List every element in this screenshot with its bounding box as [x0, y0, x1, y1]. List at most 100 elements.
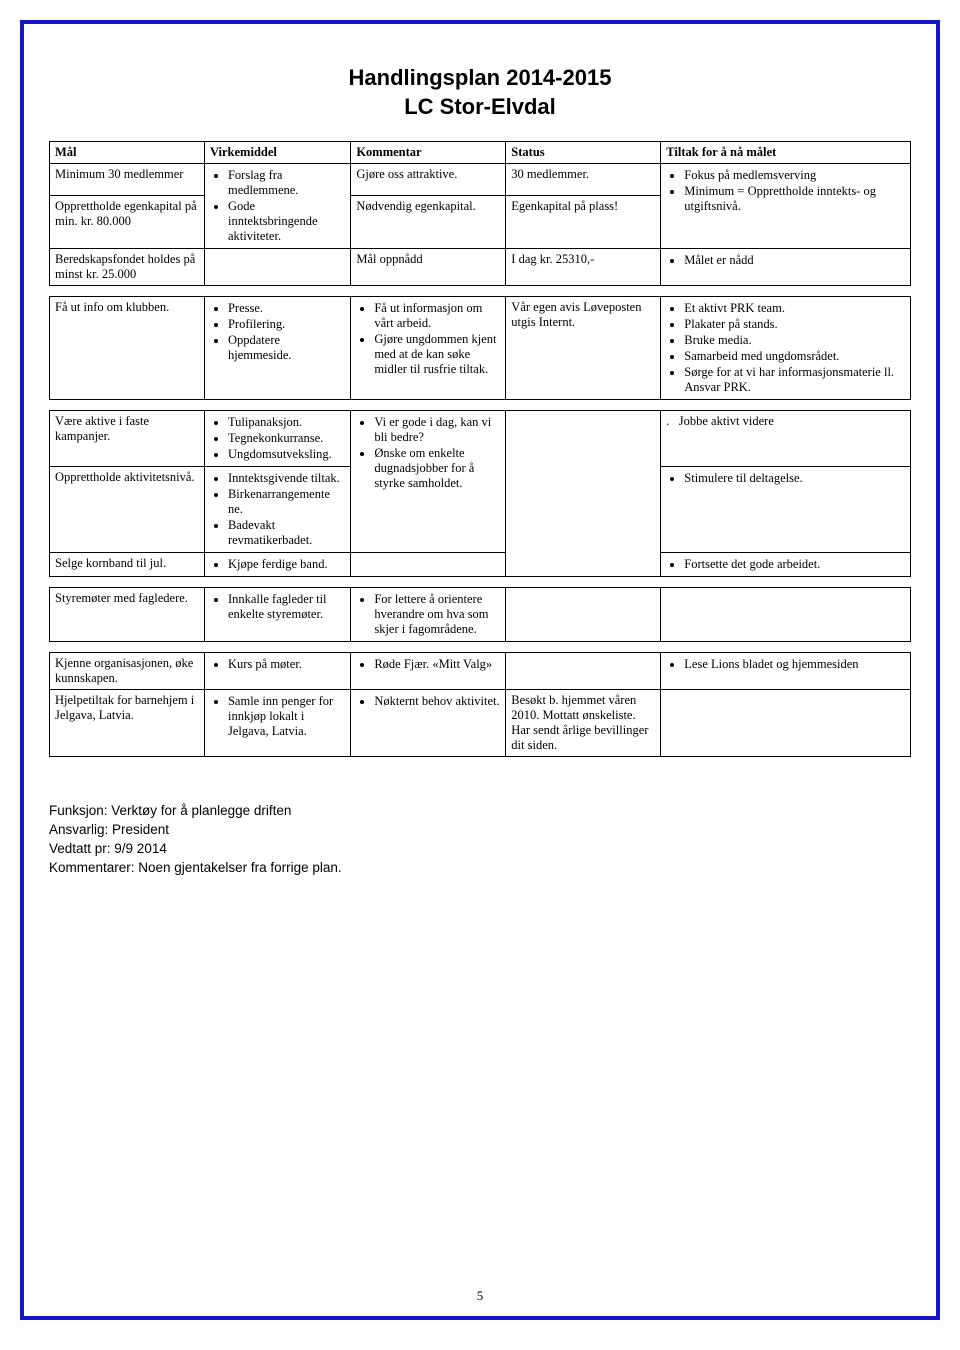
cell-virk: Kjøpe ferdige band.: [204, 553, 350, 577]
cell-mal: Opprettholde aktivitetsnivå.: [50, 467, 205, 553]
cell-virk: Samle inn penger for innkjøp lokalt i Je…: [204, 690, 350, 757]
cell-stat: Egenkapital på plass!: [506, 195, 661, 248]
list-item: Badevakt revmatikerbadet.: [228, 518, 345, 548]
cell-virk: Forslag fra medlemmene. Gode inntektsbri…: [204, 164, 350, 249]
cell-virk: Kurs på møter.: [204, 653, 350, 690]
cell-stat: Besøkt b. hjemmet våren 2010. Mottatt øn…: [506, 690, 661, 757]
table-row: Beredskapsfondet holdes på minst kr. 25.…: [50, 249, 911, 286]
cell-stat: [506, 588, 661, 642]
cell-tilt: Fortsette det gode arbeidet.: [661, 553, 911, 577]
cell-virk: Tulipanaksjon. Tegnekonkurranse. Ungdoms…: [204, 411, 350, 467]
table-row: Være aktive i faste kampanjer. Tulipanak…: [50, 411, 911, 467]
cell-mal: Opprettholde egenkapital på min. kr. 80.…: [50, 195, 205, 248]
list-item: Nøkternt behov aktivitet.: [374, 694, 500, 709]
list-item: Forslag fra medlemmene.: [228, 168, 345, 198]
cell-mal: Selge kornband til jul.: [50, 553, 205, 577]
list-item: Målet er nådd: [684, 253, 905, 268]
cell-stat: I dag kr. 25310,-: [506, 249, 661, 286]
cell-tilt: Målet er nådd: [661, 249, 911, 286]
col-tiltak: Tiltak for å nå målet: [661, 142, 911, 164]
page-number: 5: [24, 1288, 936, 1304]
list-item: Gjøre ungdommen kjent med at de kan søke…: [374, 332, 500, 377]
list-item: Ungdomsutveksling.: [228, 447, 345, 462]
cell-stat: 30 medlemmer.: [506, 164, 661, 196]
table-row: Styremøter med fagledere. Innkalle fagle…: [50, 588, 911, 642]
cell-mal: Være aktive i faste kampanjer.: [50, 411, 205, 467]
list-item: Et aktivt PRK team.: [684, 301, 905, 316]
cell-mal: Kjenne organisasjonen, øke kunnskapen.: [50, 653, 205, 690]
col-virkemiddel: Virkemiddel: [204, 142, 350, 164]
col-status: Status: [506, 142, 661, 164]
list-item: Sørge for at vi har informasjonsmaterie …: [684, 365, 905, 395]
prefix: .: [666, 414, 669, 428]
list-item: Minimum = Opprettholde inntekts- og utgi…: [684, 184, 905, 214]
table-row: Minimum 30 medlemmer Forslag fra medlemm…: [50, 164, 911, 196]
title-line-1: Handlingsplan 2014-2015: [349, 65, 612, 90]
cell-tilt: Fokus på medlemsverving Minimum = Oppret…: [661, 164, 911, 249]
cell-mal: Beredskapsfondet holdes på minst kr. 25.…: [50, 249, 205, 286]
list-item: Innkalle fagleder til enkelte styremøter…: [228, 592, 345, 622]
cell-mal: Minimum 30 medlemmer: [50, 164, 205, 196]
cell-komm: Gjøre oss attraktive.: [351, 164, 506, 196]
table-1: Mål Virkemiddel Kommentar Status Tiltak …: [49, 141, 911, 286]
list-item: Kurs på møter.: [228, 657, 345, 672]
cell-komm: [351, 553, 506, 577]
table-2: Få ut info om klubben. Presse. Profileri…: [49, 296, 911, 400]
cell-mal: Hjelpetiltak for barnehjem i Jelgava, La…: [50, 690, 205, 757]
list-item: Få ut informasjon om vårt arbeid.: [374, 301, 500, 331]
list-item: Bruke media.: [684, 333, 905, 348]
list-item: Presse.: [228, 301, 345, 316]
list-item: Vi er gode i dag, kan vi bli bedre?: [374, 415, 500, 445]
list-item: Profilering.: [228, 317, 345, 332]
cell-komm: Vi er gode i dag, kan vi bli bedre? Ønsk…: [351, 411, 506, 553]
title-line-2: LC Stor-Elvdal: [404, 94, 556, 119]
page-frame: Handlingsplan 2014-2015 LC Stor-Elvdal M…: [20, 20, 940, 1320]
cell-virk: Inntektsgivende tiltak. Birkenarrangemen…: [204, 467, 350, 553]
footer-line: Ansvarlig: President: [49, 821, 911, 840]
list-item: Stimulere til deltagelse.: [684, 471, 905, 486]
cell-stat: [506, 653, 661, 690]
table-row: Kjenne organisasjonen, øke kunnskapen. K…: [50, 653, 911, 690]
table-row: Få ut info om klubben. Presse. Profileri…: [50, 297, 911, 400]
footer-line: Funksjon: Verktøy for å planlegge drifte…: [49, 802, 911, 821]
txt: Jobbe aktivt videre: [679, 414, 774, 428]
table-3: Være aktive i faste kampanjer. Tulipanak…: [49, 410, 911, 577]
list-item: Samle inn penger for innkjøp lokalt i Je…: [228, 694, 345, 739]
table-row: Hjelpetiltak for barnehjem i Jelgava, La…: [50, 690, 911, 757]
list-item: For lettere å orientere hverandre om hva…: [374, 592, 500, 637]
cell-komm: For lettere å orientere hverandre om hva…: [351, 588, 506, 642]
table-row: Selge kornband til jul. Kjøpe ferdige ba…: [50, 553, 911, 577]
cell-virk: [204, 249, 350, 286]
footer-block: Funksjon: Verktøy for å planlegge drifte…: [49, 802, 911, 878]
page-title: Handlingsplan 2014-2015 LC Stor-Elvdal: [49, 64, 911, 121]
list-item: Plakater på stands.: [684, 317, 905, 332]
list-item: Røde Fjær. «Mitt Valg»: [374, 657, 500, 672]
cell-virk: Innkalle fagleder til enkelte styremøter…: [204, 588, 350, 642]
list-item: Fortsette det gode arbeidet.: [684, 557, 905, 572]
cell-stat: [506, 411, 661, 577]
list-item: Oppdatere hjemmeside.: [228, 333, 345, 363]
cell-tilt: Et aktivt PRK team. Plakater på stands. …: [661, 297, 911, 400]
list-item: Inntektsgivende tiltak.: [228, 471, 345, 486]
list-item: Fokus på medlemsverving: [684, 168, 905, 183]
cell-mal: Få ut info om klubben.: [50, 297, 205, 400]
list-item: Samarbeid med ungdomsrådet.: [684, 349, 905, 364]
cell-tilt: . Jobbe aktivt videre: [661, 411, 911, 467]
cell-komm: Nøkternt behov aktivitet.: [351, 690, 506, 757]
list-item: Tulipanaksjon.: [228, 415, 345, 430]
list-item: Tegnekonkurranse.: [228, 431, 345, 446]
cell-virk: Presse. Profilering. Oppdatere hjemmesid…: [204, 297, 350, 400]
col-kommentar: Kommentar: [351, 142, 506, 164]
cell-komm: Få ut informasjon om vårt arbeid. Gjøre …: [351, 297, 506, 400]
cell-tilt: [661, 588, 911, 642]
cell-stat: Vår egen avis Løveposten utgis Internt.: [506, 297, 661, 400]
cell-tilt: Stimulere til deltagelse.: [661, 467, 911, 553]
list-item: Ønske om enkelte dugnadsjobber for å sty…: [374, 446, 500, 491]
cell-komm: Mål oppnådd: [351, 249, 506, 286]
footer-line: Kommentarer: Noen gjentakelser fra forri…: [49, 859, 911, 878]
cell-mal: Styremøter med fagledere.: [50, 588, 205, 642]
list-item: Birkenarrangemente ne.: [228, 487, 345, 517]
list-item: Lese Lions bladet og hjemmesiden: [684, 657, 905, 672]
table-5: Kjenne organisasjonen, øke kunnskapen. K…: [49, 652, 911, 757]
table-row: Mål Virkemiddel Kommentar Status Tiltak …: [50, 142, 911, 164]
